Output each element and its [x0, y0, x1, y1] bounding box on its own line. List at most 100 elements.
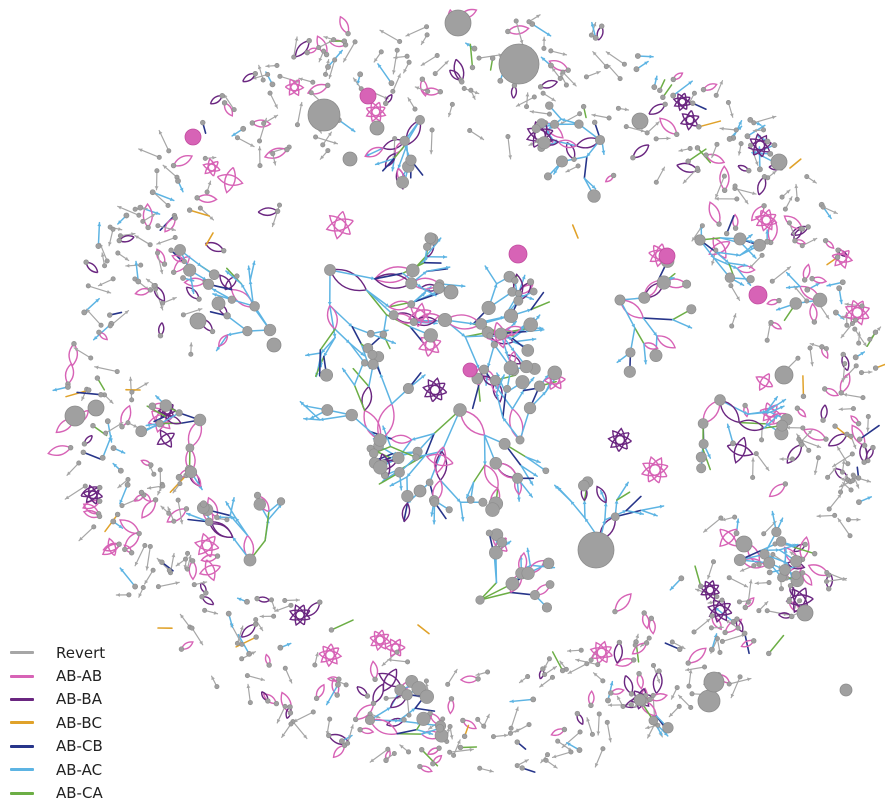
- ab-ac-edge-arrowhead: [406, 473, 411, 478]
- ab-ac-edge: [569, 500, 586, 519]
- node: [736, 599, 742, 605]
- revert-edge-arrowhead: [117, 484, 122, 488]
- loop-cluster: [759, 407, 782, 418]
- ab-ac-edge-arrowhead: [229, 623, 234, 628]
- revert-edge-arrowhead: [504, 733, 508, 738]
- node: [603, 64, 609, 70]
- node: [595, 662, 601, 668]
- hub-node: [444, 9, 472, 37]
- ab-ac-edge-arrowhead: [603, 502, 608, 507]
- node: [104, 258, 110, 264]
- loop-cluster: [370, 101, 382, 123]
- loop-cluster: [373, 630, 387, 650]
- ab-ac-edge-arrowhead: [659, 504, 664, 509]
- node: [147, 287, 154, 293]
- node: [429, 127, 435, 133]
- node: [870, 444, 876, 451]
- ab-ac-edge-arrowhead: [601, 150, 606, 155]
- ab-ac-edge-arrowhead: [542, 391, 546, 396]
- node: [540, 90, 546, 96]
- legend-item-ab-ba: AB-BA: [10, 688, 160, 711]
- revert-edge-arrowhead: [318, 57, 323, 62]
- node: [316, 45, 322, 51]
- revert-edge-arrowhead: [744, 199, 748, 204]
- node: [824, 570, 830, 576]
- revert-edge-arrowhead: [67, 471, 71, 476]
- revert-edge-arrowhead: [868, 370, 872, 375]
- node: [820, 204, 826, 210]
- revert-edge-arrowhead: [456, 739, 461, 744]
- ab-ab-edge: [796, 407, 807, 418]
- node: [138, 262, 144, 268]
- node: [460, 717, 466, 724]
- node: [419, 746, 425, 753]
- node: [852, 354, 859, 361]
- node: [838, 390, 844, 396]
- node: [423, 328, 438, 343]
- node: [709, 613, 715, 619]
- node: [651, 84, 658, 91]
- ab-ac-edge-arrowhead: [487, 363, 491, 368]
- node: [394, 649, 400, 655]
- ab-ab-edge: [507, 25, 530, 35]
- ab-ac-edge-arrowhead: [431, 292, 436, 296]
- revert-edge-arrowhead: [392, 70, 396, 74]
- node: [189, 558, 196, 564]
- loop-cluster: [201, 532, 213, 558]
- node: [685, 660, 691, 666]
- ab-ac-edge-arrowhead: [749, 245, 754, 250]
- revert-edge-arrowhead: [125, 263, 130, 268]
- loop-cluster: [793, 587, 807, 614]
- node: [842, 361, 848, 367]
- node: [714, 141, 720, 147]
- loop-cluster: [197, 535, 216, 556]
- node: [526, 19, 532, 25]
- ab-ab-edge: [687, 647, 707, 664]
- node: [184, 566, 190, 572]
- revert-edge-arrowhead: [840, 477, 845, 482]
- node: [276, 202, 282, 208]
- ab-ac-edge-arrowhead: [482, 461, 487, 465]
- ab-ac-edge: [520, 464, 534, 486]
- loop-cluster: [382, 668, 398, 692]
- ab-ac-edge-arrowhead: [495, 385, 499, 390]
- ab-ac-edge-arrowhead: [421, 374, 425, 379]
- ab-ca-edge: [319, 328, 336, 351]
- highlighted-hub-node: [359, 87, 377, 105]
- ab-ac-edge: [713, 257, 738, 270]
- node: [287, 704, 293, 710]
- node: [546, 656, 552, 662]
- node: [800, 425, 806, 431]
- node: [336, 676, 342, 682]
- revert-edge-arrowhead: [429, 150, 434, 154]
- ab-ac-edge: [640, 505, 665, 512]
- node: [555, 155, 568, 168]
- revert-edge-arrowhead: [94, 365, 99, 370]
- node: [840, 351, 846, 358]
- node: [194, 195, 200, 201]
- ab-ab-edge: [82, 509, 101, 519]
- ab-ab-edge: [133, 494, 145, 502]
- node: [95, 243, 102, 249]
- node: [214, 553, 221, 559]
- node: [282, 703, 288, 709]
- revert-edge-arrowhead: [144, 382, 149, 387]
- revert-edge-arrowhead: [794, 184, 799, 189]
- revert-edge-arrowhead: [108, 241, 112, 246]
- ab-ac-edge-arrowhead: [779, 405, 784, 410]
- node: [625, 347, 636, 358]
- revert-edge-arrowhead: [721, 517, 726, 522]
- revert-edge-arrowhead: [567, 648, 572, 653]
- node: [823, 436, 829, 442]
- node: [620, 703, 626, 709]
- hub-node: [87, 399, 105, 417]
- ab-ac-edge-arrowhead: [251, 261, 256, 266]
- revert-edge-arrowhead: [540, 758, 545, 763]
- ab-ac-edge-arrowhead: [502, 417, 507, 422]
- node: [838, 489, 844, 495]
- node: [71, 341, 77, 347]
- ab-ac-edge-arrowhead: [739, 281, 744, 286]
- ab-ac-edge-arrowhead: [776, 306, 781, 311]
- node: [335, 681, 341, 688]
- node: [80, 449, 87, 455]
